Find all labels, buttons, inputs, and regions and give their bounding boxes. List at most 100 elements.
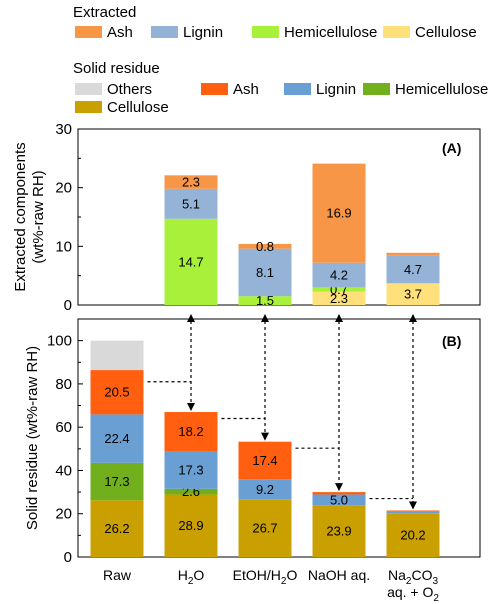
data-label-cellulose: 28.9 xyxy=(178,518,203,533)
legend-swatch-hemicellulose xyxy=(252,26,279,38)
bar-ash-na2co3-aq-o2 xyxy=(386,252,440,256)
y-tick-label: 20 xyxy=(55,180,72,197)
x-tick-text: H xyxy=(178,567,188,583)
y-axis-title-line: (wt%-raw RH) xyxy=(30,170,47,263)
data-label-lignin: 17.3 xyxy=(178,463,203,478)
x-tick-text: NaOH aq. xyxy=(308,567,370,583)
bar-hemicellulose-naoh-aq xyxy=(312,287,366,292)
data-label-ash: 2.3 xyxy=(182,175,200,190)
bar-hemicellulose-h2o xyxy=(164,488,218,495)
y-axis-title-a: Extracted components(wt%-raw RH) xyxy=(12,142,47,291)
x-tick-text: O xyxy=(286,567,297,583)
legend-swatch-ash xyxy=(75,26,102,38)
x-tick-subscript: 3 xyxy=(432,576,438,587)
x-tick-text: Na xyxy=(388,567,406,583)
y-tick-label: 30 xyxy=(55,121,72,138)
bar-lignin-naoh-aq xyxy=(312,262,366,288)
x-tick-label-2: EtOH/H2O xyxy=(233,567,298,587)
x-tick-subscript: 2 xyxy=(188,576,194,587)
data-label-cellulose: 26.2 xyxy=(104,521,129,536)
legend-swatch-others xyxy=(75,83,102,95)
data-label-lignin: 4.7 xyxy=(404,262,422,277)
bar-ash-naoh-aq xyxy=(312,163,366,263)
panel-label-b: (B) xyxy=(442,333,461,349)
transition-arrows xyxy=(147,314,417,510)
y-tick-label: 0 xyxy=(64,297,72,314)
x-tick-subscript: 2 xyxy=(281,576,287,587)
legend-label-cellulose: Cellulose xyxy=(415,24,477,41)
bar-lignin-h2o xyxy=(164,451,218,489)
data-label-ash: 17.4 xyxy=(252,453,277,468)
y-tick-label: 40 xyxy=(55,462,72,479)
bar-ash-etoh-h2o xyxy=(238,441,292,480)
legend-label-hemicellulose: Hemicellulose xyxy=(284,24,377,41)
data-label-hemicellulose: 17.3 xyxy=(104,474,129,489)
data-label-hemicellulose: 1.5 xyxy=(256,293,274,308)
x-tick-text: aq. + O xyxy=(387,584,433,600)
bar-lignin-na2co3-aq-o2 xyxy=(386,511,440,514)
legend-title-extracted: Extracted xyxy=(73,4,136,21)
y-tick-label: 80 xyxy=(55,376,72,393)
y-axis-title-b: Solid residue (wt%-raw RH) xyxy=(24,346,41,530)
data-label-lignin: 5.0 xyxy=(330,492,348,507)
bar-lignin-h2o xyxy=(164,188,218,219)
bar-ash-raw xyxy=(90,370,144,415)
bar-cellulose-naoh-aq xyxy=(312,291,366,305)
data-label-cellulose: 3.7 xyxy=(404,287,422,302)
data-label-hemicellulose: 14.7 xyxy=(178,254,203,269)
legend-swatch-hemicellulose xyxy=(363,83,390,95)
data-label-lignin: 5.1 xyxy=(182,196,200,211)
legend-label-ash: Ash xyxy=(233,81,259,98)
chart-panel-a: 0 10 20 30 Extracted components(wt%-raw RH)(… xyxy=(12,121,481,314)
legend-swatch-ash xyxy=(201,83,228,95)
data-label-cellulose: 20.2 xyxy=(400,528,425,543)
bar-ash-etoh-h2o xyxy=(238,243,292,249)
bar-ash-h2o xyxy=(164,175,218,189)
bar-cellulose-etoh-h2o xyxy=(238,499,292,557)
legend-title-solid-residue: Solid residue xyxy=(73,60,160,77)
data-label-ash: 16.9 xyxy=(326,206,351,221)
bar-cellulose-naoh-aq xyxy=(312,505,366,557)
bar-ash-h2o xyxy=(164,412,218,452)
data-label-lignin: 9.2 xyxy=(256,482,274,497)
bar-lignin-raw xyxy=(90,414,144,463)
data-label-ash: 0.8 xyxy=(256,239,274,254)
data-label-ash: 20.5 xyxy=(104,385,129,400)
bar-lignin-etoh-h2o xyxy=(238,479,292,500)
bar-lignin-na2co3-aq-o2 xyxy=(386,255,440,284)
y-axis-title-line: Extracted components xyxy=(12,142,29,291)
bar-hemicellulose-raw xyxy=(90,462,144,501)
bar-lignin-etoh-h2o xyxy=(238,248,292,297)
bar-ash-na2co3-aq-o2 xyxy=(386,510,440,512)
data-label-cellulose: 23.9 xyxy=(326,524,351,539)
x-tick-label-line2-4: aq. + O2 xyxy=(387,584,439,604)
y-tick-label: 60 xyxy=(55,419,72,436)
data-label-lignin: 8.1 xyxy=(256,265,274,280)
x-tick-text: Raw xyxy=(103,567,132,583)
chart-panel-b: 0 20 40 60 80 100 Solid residue (wt%-raw RH) (B… xyxy=(24,318,481,566)
data-label-lignin: 4.2 xyxy=(330,268,348,283)
bar-hemicellulose-etoh-h2o xyxy=(238,296,292,305)
data-label-ash: 18.2 xyxy=(178,424,203,439)
y-tick-label: 10 xyxy=(55,238,72,255)
bar-others-raw xyxy=(90,340,144,371)
bar-cellulose-raw xyxy=(90,500,144,557)
legend: Extracted Ash Lignin Hemicellulose Cellulose… xyxy=(73,4,488,116)
legend-label-cellulose: Cellulose xyxy=(107,99,169,116)
bar-cellulose-na2co3-aq-o2 xyxy=(386,513,440,557)
x-tick-text: CO xyxy=(411,567,432,583)
legend-swatch-lignin xyxy=(151,26,178,38)
x-tick-subscript: 2 xyxy=(433,593,439,604)
x-tick-label-3: NaOH aq. xyxy=(308,567,370,583)
bar-lignin-naoh-aq xyxy=(312,494,366,506)
legend-swatch-lignin xyxy=(284,83,311,95)
x-tick-text: O xyxy=(193,567,204,583)
legend-label-others: Others xyxy=(107,81,152,98)
data-label-cellulose: 26.7 xyxy=(252,521,277,536)
x-tick-text: EtOH/H xyxy=(233,567,281,583)
legend-swatch-cellulose xyxy=(75,101,102,113)
y-tick-label: 0 xyxy=(64,549,72,566)
legend-swatch-cellulose xyxy=(383,26,410,38)
